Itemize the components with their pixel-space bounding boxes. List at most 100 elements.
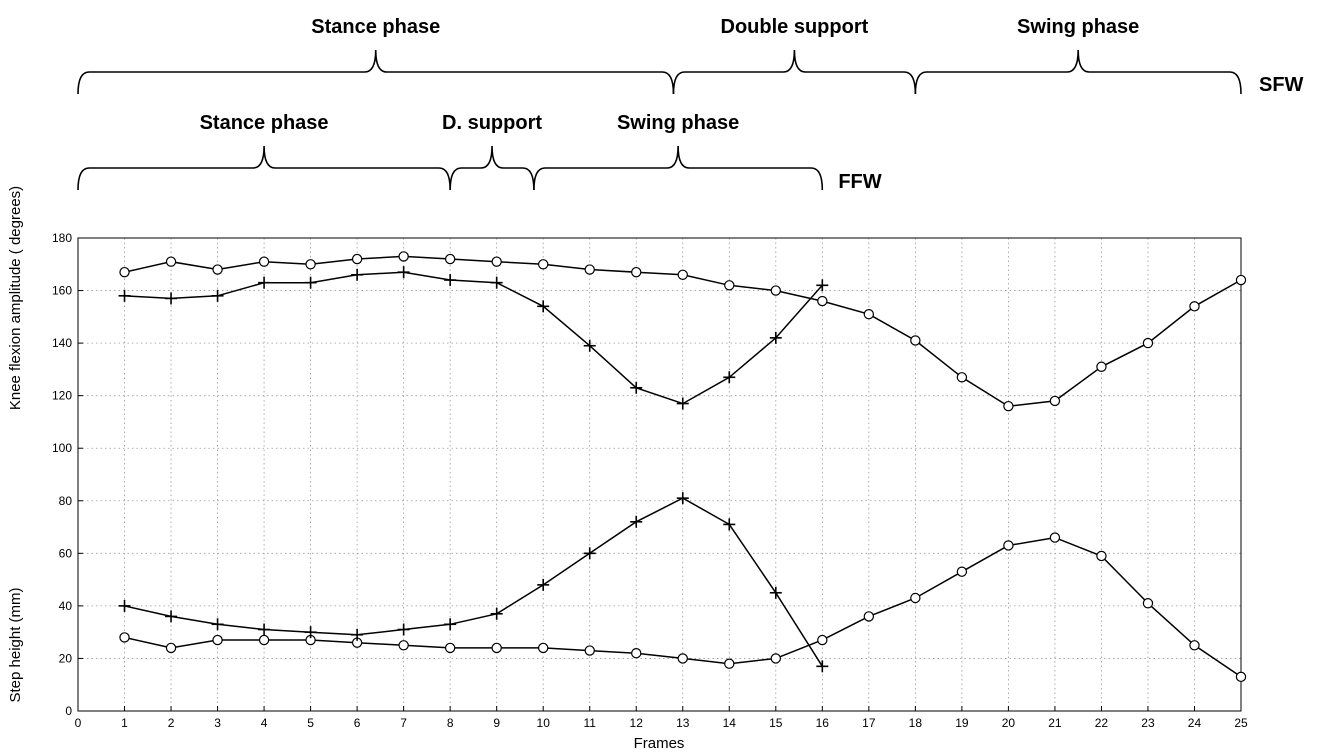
y-tick-label: 120 — [52, 389, 72, 403]
data-point-plus — [676, 492, 689, 505]
x-tick-label: 24 — [1188, 716, 1202, 730]
x-tick-label: 22 — [1095, 716, 1109, 730]
data-point-circle — [165, 256, 177, 267]
data-point-plus — [118, 289, 131, 302]
x-tick-label: 9 — [493, 716, 500, 730]
data-point-plus — [583, 339, 596, 352]
data-point-circle — [398, 251, 409, 262]
data-point-circle — [910, 335, 921, 346]
x-tick-label: 21 — [1048, 716, 1062, 730]
data-point-plus — [165, 292, 178, 305]
x-tick-label: 18 — [909, 716, 923, 730]
y-tick-label: 20 — [59, 651, 73, 665]
data-point-circle — [491, 642, 502, 654]
data-point-circle — [863, 611, 875, 622]
data-point-plus — [351, 268, 364, 281]
data-point-circle — [538, 642, 549, 654]
x-tick-label: 7 — [400, 716, 407, 730]
series-3 — [119, 532, 1247, 683]
data-point-circle — [538, 259, 549, 270]
data-point-plus — [490, 276, 503, 289]
data-point-circle — [398, 640, 409, 651]
group-label-sfw: SFW — [1259, 74, 1304, 96]
data-point-circle — [212, 264, 223, 275]
y-tick-label: 160 — [52, 284, 72, 298]
series-line — [124, 271, 823, 405]
brace-sfw-2 — [672, 49, 917, 95]
data-point-plus — [165, 610, 178, 623]
data-point-plus — [304, 276, 317, 289]
x-tick-label: 5 — [307, 716, 314, 730]
data-point-plus — [537, 578, 550, 591]
data-point-circle — [770, 285, 782, 296]
data-point-plus — [769, 586, 782, 599]
y-axis-label-bottom: Step height (mm) — [7, 587, 24, 702]
x-tick-label: 15 — [769, 716, 783, 730]
data-point-circle — [956, 372, 968, 383]
data-point-circle — [724, 658, 735, 669]
data-point-plus — [630, 515, 643, 528]
data-point-circle — [305, 259, 316, 270]
data-point-circle — [584, 645, 595, 656]
data-point-circle — [351, 253, 363, 265]
data-point-circle — [677, 269, 688, 280]
data-point-plus — [676, 397, 689, 410]
data-point-circle — [444, 253, 456, 265]
brace-ffw-3 — [533, 145, 824, 191]
y-tick-label: 140 — [52, 336, 72, 350]
y-axis-label-top: Knee flexion amplitude ( degrees) — [7, 186, 24, 410]
data-point-circle — [1049, 532, 1061, 543]
x-tick-label: 1 — [121, 716, 128, 730]
data-point-circle — [1142, 598, 1154, 609]
data-point-plus — [304, 626, 317, 639]
data-point-circle — [910, 592, 921, 604]
data-point-circle — [258, 634, 270, 646]
phase-label-ffw: Swing phase — [617, 112, 739, 134]
data-point-circle — [863, 309, 875, 320]
phase-label-sfw: Double support — [721, 16, 869, 38]
group-label-ffw: FFW — [838, 171, 881, 193]
x-tick-label: 6 — [354, 716, 361, 730]
data-point-circle — [1235, 671, 1247, 683]
data-point-circle — [491, 256, 502, 267]
data-point-circle — [119, 632, 130, 643]
data-point-circle — [212, 634, 223, 646]
phase-annotations: Stance phase Double support Swing phase SFW… — [77, 16, 1304, 193]
phase-label-ffw: D. support — [442, 112, 542, 134]
plot-area-frame — [77, 237, 1242, 712]
data-point-circle — [956, 566, 968, 577]
x-tick-label: 17 — [862, 716, 876, 730]
phase-label-sfw: Stance phase — [311, 16, 440, 38]
series-line — [124, 497, 823, 667]
x-tick-label: 23 — [1141, 716, 1155, 730]
y-tick-label: 40 — [59, 599, 73, 613]
data-point-circle — [631, 647, 642, 659]
y-tick-label: 180 — [52, 231, 72, 245]
x-tick-label: 8 — [447, 716, 454, 730]
x-tick-label: 4 — [261, 716, 268, 730]
x-tick-label: 14 — [723, 716, 737, 730]
data-point-plus — [397, 266, 410, 279]
axis-ticks: 0 1 2 3 4 5 6 7 8 9 10 11 12 13 14 15 16 17 18 19 20 21 22 23 24… — [52, 231, 1248, 730]
data-point-circle — [165, 642, 177, 654]
y-tick-label: 60 — [59, 546, 73, 560]
brace-sfw-1 — [77, 49, 675, 95]
data-point-circle — [444, 642, 456, 654]
series-4 — [118, 492, 829, 673]
phase-label-sfw: Swing phase — [1017, 16, 1139, 38]
data-point-circle — [1142, 337, 1154, 349]
data-point-plus — [397, 623, 410, 636]
y-tick-label: 100 — [52, 441, 72, 455]
data-point-circle — [770, 653, 782, 664]
x-tick-label: 10 — [537, 716, 551, 730]
data-point-plus — [118, 599, 131, 612]
data-point-plus — [444, 618, 457, 631]
brace-sfw-3 — [914, 49, 1242, 95]
series-2 — [118, 266, 829, 410]
data-point-circle — [1049, 395, 1061, 407]
data-point-plus — [258, 276, 271, 289]
y-tick-label: 80 — [59, 494, 73, 508]
data-point-circle — [817, 295, 828, 307]
x-tick-label: 0 — [75, 716, 82, 730]
